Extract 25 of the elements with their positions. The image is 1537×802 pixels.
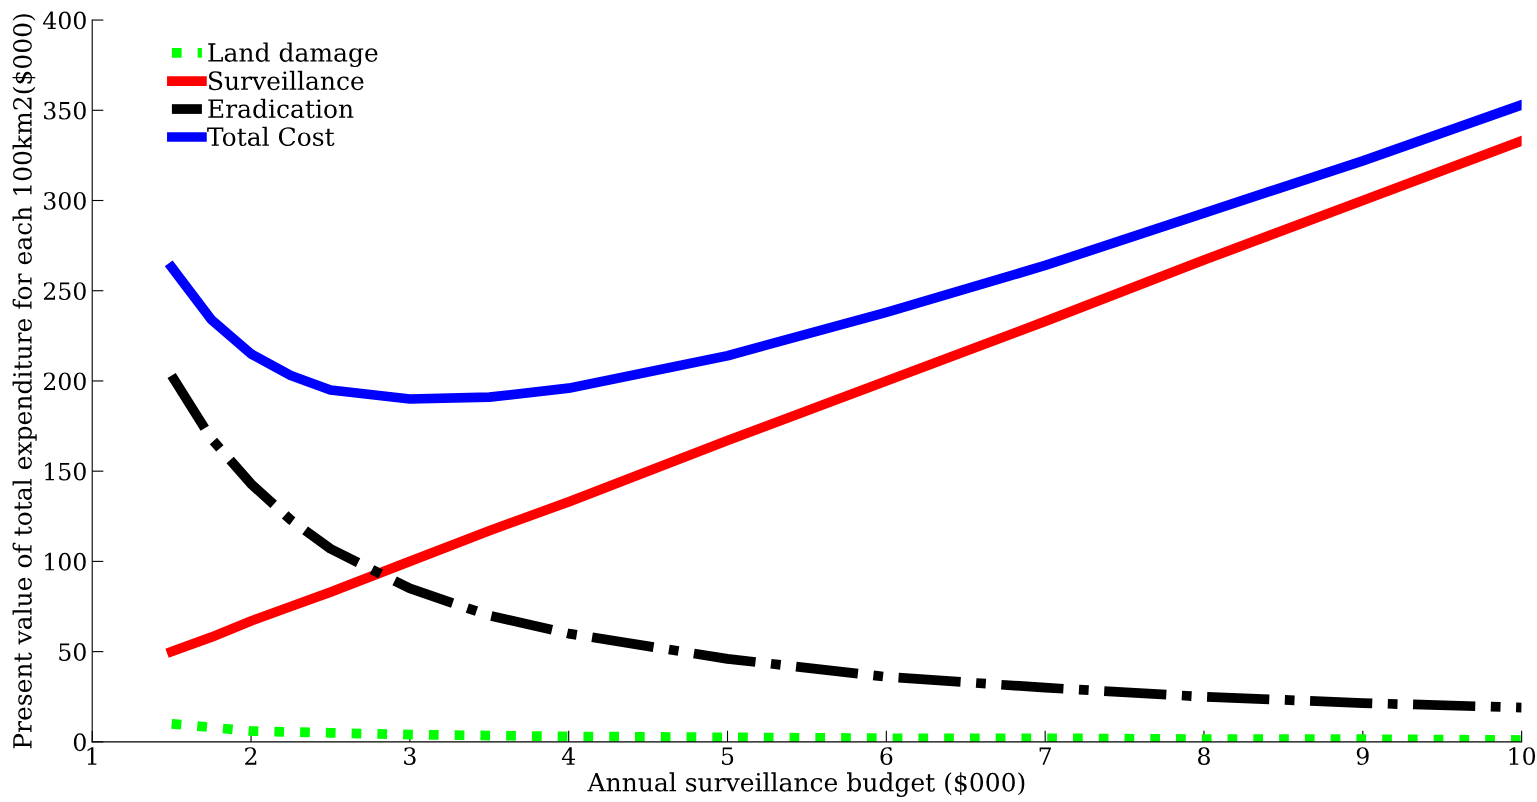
- x-tick-label: 4: [561, 747, 576, 765]
- x-tick-label: 3: [404, 747, 416, 765]
- x-tick-label: 5: [722, 747, 734, 765]
- x-tick-label: 1: [87, 747, 97, 765]
- y-tick-label: 150: [45, 462, 86, 481]
- x-tick-label: 7: [1039, 747, 1051, 765]
- y-tick-label: 200: [43, 372, 86, 391]
- x-tick-label: 8: [1198, 747, 1210, 765]
- y-tick-label: 400: [43, 11, 86, 30]
- y-tick-label: 50: [59, 643, 86, 661]
- y-tick-label: 0: [73, 733, 86, 752]
- x-axis-title: Annual surveillance budget ($000): [587, 772, 1025, 797]
- y-tick-label: 300: [44, 191, 86, 210]
- legend-label: Surveillance: [209, 70, 364, 91]
- x-tick-label: 9: [1356, 747, 1369, 765]
- y-tick-label: 350: [44, 101, 86, 120]
- y-axis-title: Present value of total expenditure for each 100km2($000): [12, 14, 37, 749]
- y-tick-label: 250: [43, 282, 86, 301]
- legend-label: Land damage: [208, 42, 378, 68]
- legend-label: Total Cost: [207, 126, 335, 147]
- legend-label: Eradication: [208, 98, 354, 119]
- x-tick-label: 2: [245, 747, 257, 765]
- y-tick-label: 100: [45, 552, 86, 571]
- x-tick-label: 6: [880, 747, 893, 765]
- x-tick-label: 10: [1509, 747, 1536, 765]
